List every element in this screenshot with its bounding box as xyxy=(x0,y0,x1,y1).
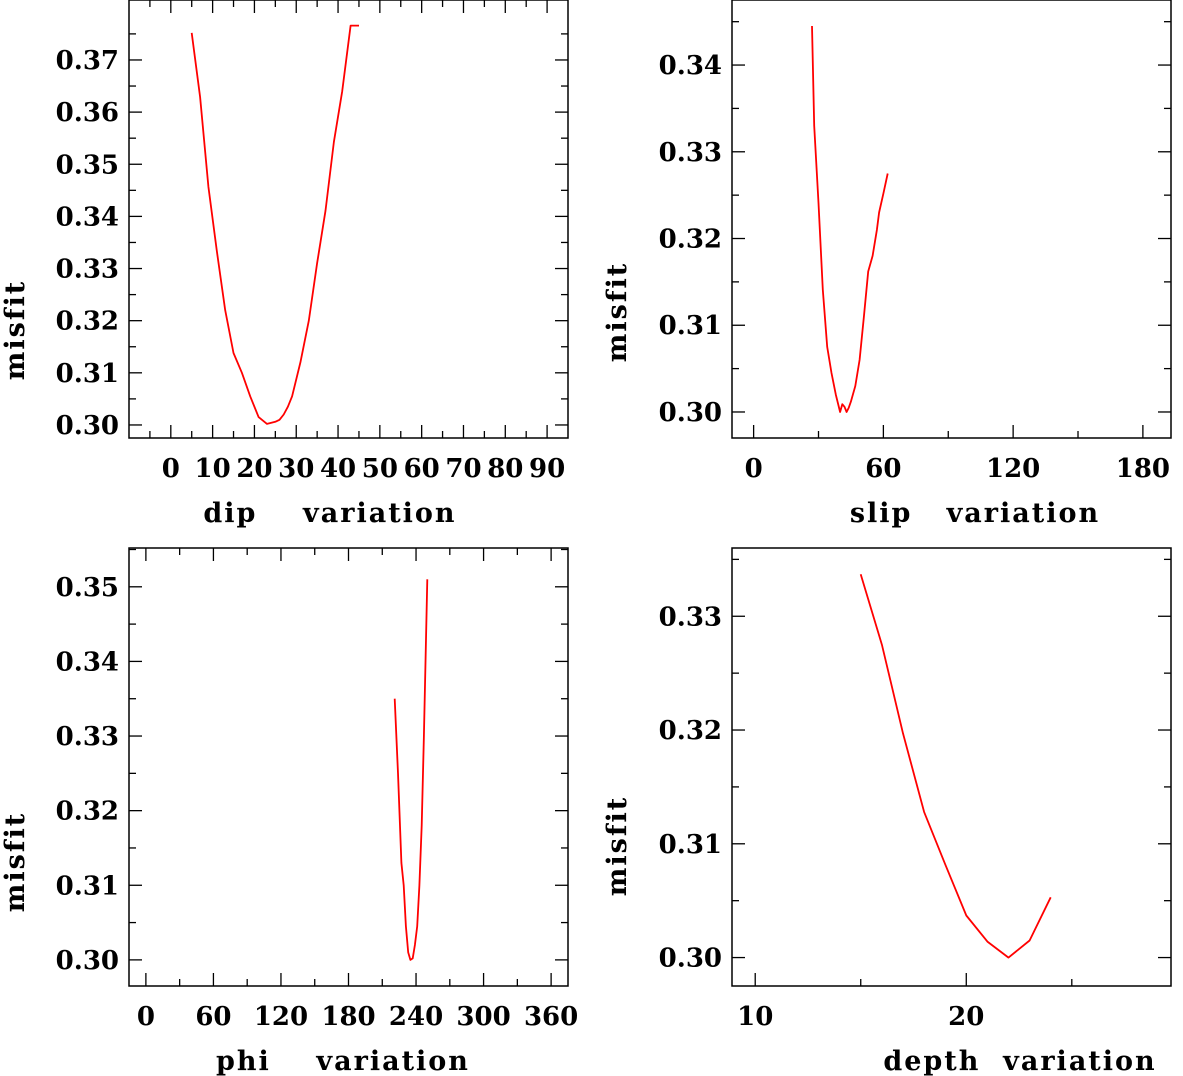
y-tick-label: 0.31 xyxy=(659,311,722,341)
x-tick-labels: 0 10 20 30 40 50 60 70 80 90 xyxy=(162,454,565,484)
x-tick-label: 120 xyxy=(986,454,1040,484)
x-tick-label: 90 xyxy=(529,454,565,484)
plot-frame xyxy=(128,0,569,439)
x-tick-label: 20 xyxy=(236,454,272,484)
y-tick-label: 0.31 xyxy=(56,871,119,901)
x-tick-label: 240 xyxy=(389,1002,443,1032)
y-tick-labels: 0.30 0.31 0.32 0.33 0.34 0.35 0.36 0.37 xyxy=(56,46,119,441)
y-tick-label: 0.35 xyxy=(56,573,119,603)
plot-frame xyxy=(731,547,1172,987)
y-tick-label: 0.33 xyxy=(56,255,119,285)
y-axis-label: misfit xyxy=(602,262,633,362)
x-tick-labels: 0 60 120 180 xyxy=(745,454,1170,484)
x-tick-label: 180 xyxy=(321,1002,375,1032)
x-tick-label: 0 xyxy=(137,1002,155,1032)
x-axis-label: slip variation xyxy=(850,498,1100,529)
misfit-curve xyxy=(393,579,429,961)
y-tick-label: 0.33 xyxy=(659,138,722,168)
x-tick-label: 20 xyxy=(948,1002,984,1032)
y-tick-label: 0.30 xyxy=(56,946,119,976)
x-tick-label: 10 xyxy=(737,1002,773,1032)
x-tick-label: 80 xyxy=(487,454,523,484)
y-tick-label: 0.30 xyxy=(56,411,119,441)
x-tick-labels: 10 20 xyxy=(737,1002,984,1032)
x-tick-labels: 0 60 120 180 240 300 360 xyxy=(137,1002,578,1032)
panel-dip-variation: 0.30 0.31 0.32 0.33 0.34 0.35 0.36 0.37 0 10 20 30… xyxy=(0,0,569,529)
y-tick-label: 0.32 xyxy=(56,797,119,827)
y-tick-label: 0.32 xyxy=(659,225,722,255)
panel-depth-variation: 0.30 0.31 0.32 0.33 10 20 depth variation mi… xyxy=(602,547,1172,1076)
misfit-curve xyxy=(190,24,359,425)
y-tick-label: 0.33 xyxy=(659,602,722,632)
misfit-curve xyxy=(859,573,1052,959)
y-tick-labels: 0.30 0.31 0.32 0.33 0.34 0.35 xyxy=(56,573,119,976)
y-axis-label: misfit xyxy=(0,280,31,380)
axis-ticks xyxy=(732,21,1171,438)
x-tick-label: 300 xyxy=(456,1002,510,1032)
x-tick-label: 70 xyxy=(445,454,481,484)
y-tick-label: 0.34 xyxy=(56,647,119,677)
y-tick-label: 0.30 xyxy=(659,398,722,428)
x-tick-label: 10 xyxy=(195,454,231,484)
x-tick-label: 0 xyxy=(745,454,763,484)
plot-frame xyxy=(731,0,1172,439)
x-tick-label: 120 xyxy=(254,1002,308,1032)
y-tick-label: 0.35 xyxy=(56,150,119,180)
y-tick-label: 0.33 xyxy=(56,722,119,752)
y-axis-label: misfit xyxy=(602,796,633,896)
x-axis-label: depth variation xyxy=(883,1046,1156,1076)
y-tick-labels: 0.30 0.31 0.32 0.33 xyxy=(659,602,722,973)
x-tick-label: 60 xyxy=(865,454,901,484)
x-tick-label: 180 xyxy=(1116,454,1170,484)
axis-ticks xyxy=(732,558,1171,986)
y-tick-label: 0.31 xyxy=(659,830,722,860)
panel-slip-variation: 0.30 0.31 0.32 0.33 0.34 0 60 120 180 slip vari… xyxy=(602,0,1172,529)
y-tick-label: 0.30 xyxy=(659,944,722,974)
plot-frame xyxy=(128,547,569,987)
x-tick-label: 50 xyxy=(362,454,398,484)
y-tick-labels: 0.30 0.31 0.32 0.33 0.34 xyxy=(659,51,722,428)
x-axis-label: dip variation xyxy=(203,498,456,529)
y-tick-label: 0.32 xyxy=(56,307,119,337)
x-tick-label: 40 xyxy=(320,454,356,484)
x-axis-label: phi variation xyxy=(216,1046,470,1076)
x-tick-label: 360 xyxy=(524,1002,578,1032)
x-tick-label: 60 xyxy=(195,1002,231,1032)
x-tick-label: 30 xyxy=(278,454,314,484)
y-tick-label: 0.32 xyxy=(659,716,722,746)
y-tick-label: 0.34 xyxy=(56,202,119,232)
y-axis-label: misfit xyxy=(0,812,31,912)
x-tick-label: 0 xyxy=(162,454,180,484)
y-tick-label: 0.37 xyxy=(56,46,119,76)
y-tick-label: 0.36 xyxy=(56,98,119,128)
panel-phi-variation: 0.30 0.31 0.32 0.33 0.34 0.35 0 60 120 180 240 300… xyxy=(0,547,578,1076)
y-tick-label: 0.34 xyxy=(659,51,722,81)
axis-ticks xyxy=(129,0,568,438)
y-tick-label: 0.31 xyxy=(56,359,119,389)
axis-ticks xyxy=(129,548,568,986)
misfit-curve xyxy=(811,25,889,413)
x-tick-label: 60 xyxy=(404,454,440,484)
